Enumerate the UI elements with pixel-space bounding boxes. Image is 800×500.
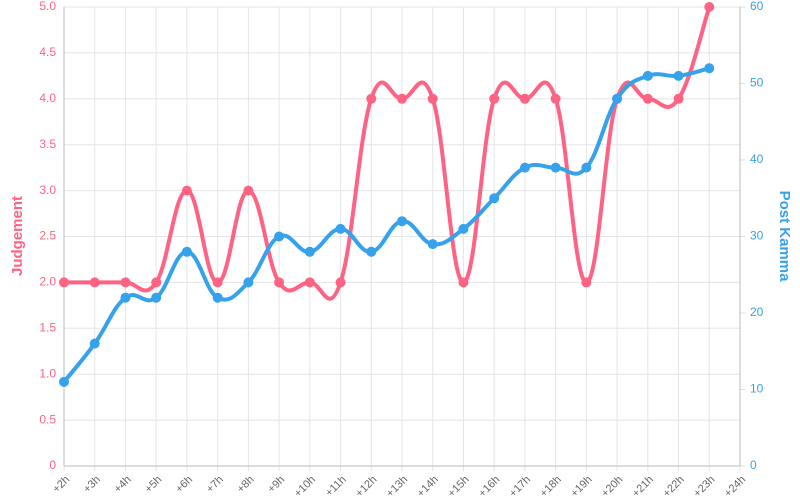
data-point (59, 277, 69, 288)
y2-axis-title: Post Kamma (776, 191, 793, 283)
y2-tick-label: 60 (750, 0, 764, 13)
data-point (581, 277, 592, 288)
x-tick-label: +2h (50, 474, 72, 496)
data-point (550, 93, 561, 104)
x-tick-label: +20h (599, 474, 625, 500)
x-tick-label: +9h (266, 474, 288, 496)
data-point (704, 63, 715, 74)
x-tick-label: +23h (691, 474, 717, 500)
data-point (304, 246, 315, 257)
x-tick-label: +8h (235, 474, 257, 496)
y-tick-label: 3.5 (39, 137, 56, 151)
data-point (274, 231, 285, 242)
data-point (89, 338, 100, 349)
x-tick-label: +19h (569, 474, 595, 500)
data-point (397, 93, 407, 104)
data-point (642, 70, 653, 81)
y-tick-label: 0 (49, 458, 56, 472)
x-tick-label: +5h (143, 474, 165, 496)
data-point (212, 277, 223, 288)
y-tick-label: 2.0 (39, 275, 56, 289)
x-tick-label: +12h (353, 474, 379, 500)
x-tick-label: +18h (538, 474, 564, 500)
data-point (335, 277, 346, 288)
x-tick-label: +7h (204, 474, 226, 496)
x-tick-label: +13h (384, 474, 410, 500)
data-point (335, 223, 346, 234)
x-tick-label: +21h (630, 474, 656, 500)
y-tick-label: 1.0 (39, 366, 56, 380)
x-tick-label: +17h (507, 474, 533, 500)
data-point (519, 162, 530, 173)
data-point (151, 277, 162, 288)
x-tick-label: +14h (415, 474, 441, 500)
data-point (397, 216, 407, 227)
data-point (89, 277, 100, 288)
data-point (212, 292, 223, 303)
data-point (458, 223, 469, 234)
y-tick-label: 0.5 (39, 412, 56, 426)
data-point (151, 292, 162, 303)
data-point (704, 2, 715, 12)
data-point (642, 93, 653, 104)
data-point (59, 376, 69, 387)
y-tick-label: 3.0 (39, 183, 56, 197)
y2-tick-label: 40 (750, 152, 764, 166)
data-point (458, 277, 469, 288)
data-point (489, 193, 500, 204)
y2-tick-label: 0 (750, 458, 757, 472)
data-point (181, 246, 192, 257)
data-point (120, 292, 131, 303)
x-tick-label: +22h (661, 474, 687, 500)
data-point (243, 185, 254, 196)
series-line (62, 66, 710, 384)
data-point (120, 277, 131, 288)
data-point (673, 70, 684, 81)
data-point (427, 93, 438, 104)
x-tick-label: +6h (173, 474, 195, 496)
data-point (304, 277, 315, 288)
x-tick-label: +10h (292, 474, 318, 500)
y2-tick-label: 20 (750, 305, 764, 319)
y-tick-label: 4.5 (39, 45, 56, 59)
x-tick-label: +4h (112, 474, 134, 496)
x-tick-label: +11h (323, 474, 348, 499)
y2-tick-label: 50 (750, 76, 764, 90)
x-tick-label: +16h (476, 474, 502, 500)
y-tick-label: 1.5 (39, 320, 56, 334)
y2-tick-label: 30 (750, 229, 764, 243)
y-tick-label: 2.5 (39, 229, 56, 243)
data-point (519, 93, 530, 104)
data-point (274, 277, 285, 288)
data-point (612, 93, 623, 104)
data-point (181, 185, 192, 196)
data-point (366, 246, 377, 257)
data-point (673, 93, 684, 104)
y-tick-label: 4.0 (39, 91, 56, 105)
x-tick-label: +24h (722, 474, 748, 500)
data-point (550, 162, 561, 173)
data-point (489, 93, 500, 104)
y-axis-title: Judgement (9, 196, 26, 276)
x-tick-label: +15h (446, 474, 472, 500)
data-point (427, 239, 438, 250)
data-point (581, 162, 592, 173)
data-point (366, 93, 377, 104)
y2-tick-label: 10 (750, 382, 764, 396)
y-tick-label: 5.0 (39, 0, 56, 13)
data-point (243, 277, 254, 288)
x-tick-label: +3h (81, 474, 103, 496)
series-line (64, 6, 712, 301)
